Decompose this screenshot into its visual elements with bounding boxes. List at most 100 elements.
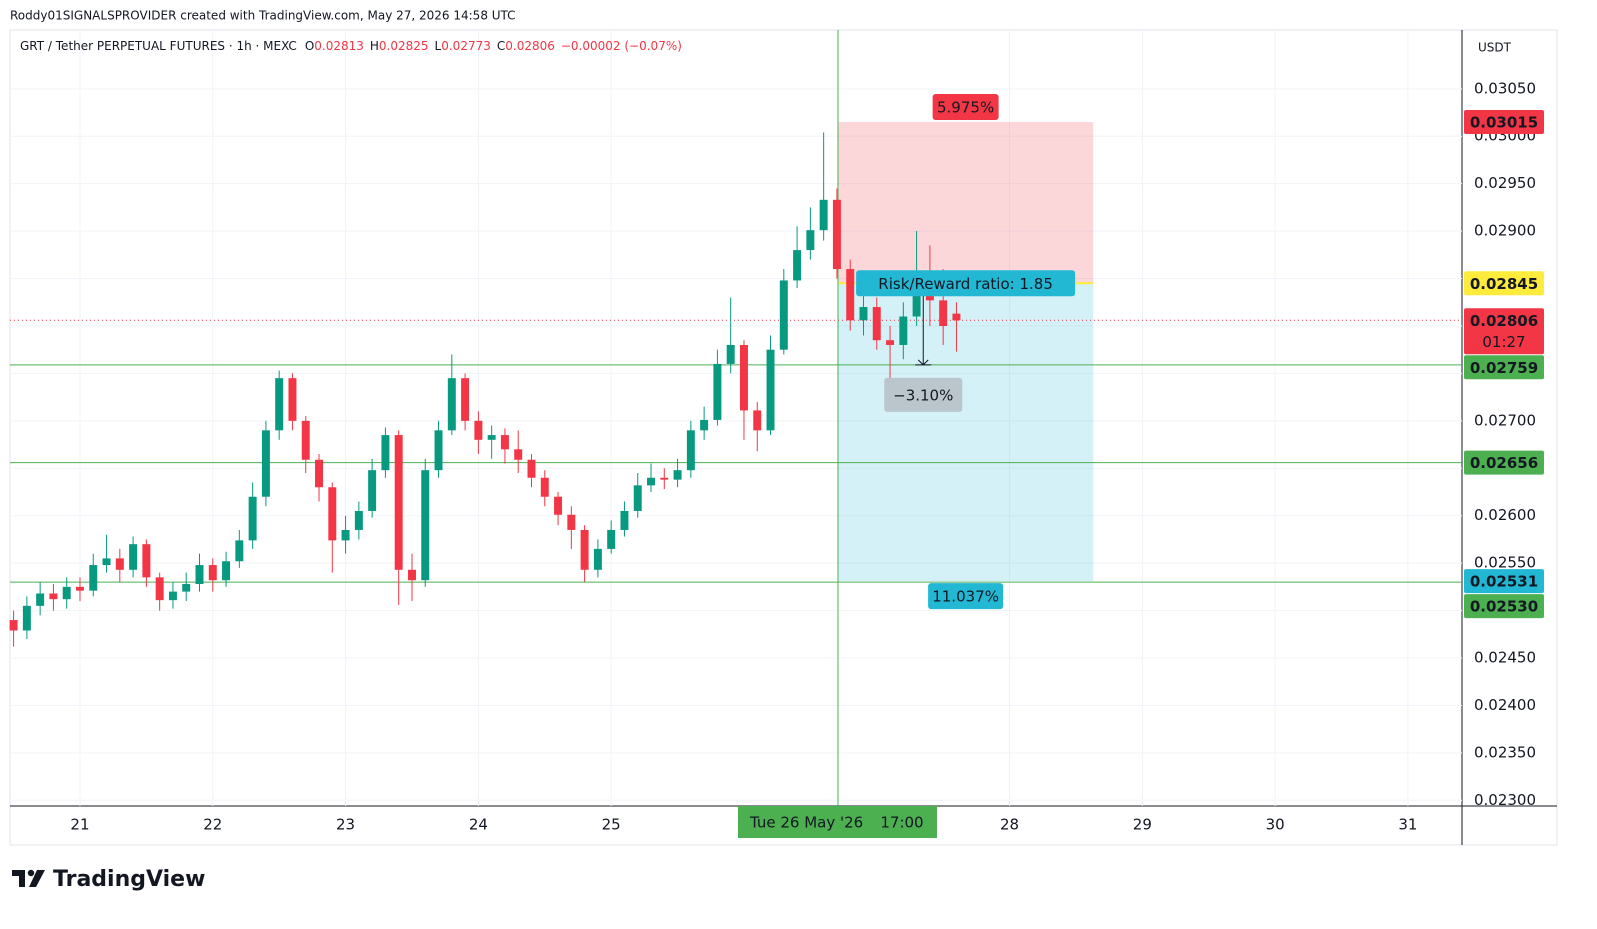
y-tick-label: 0.02950 bbox=[1474, 174, 1536, 192]
candle-body bbox=[886, 340, 895, 345]
price-badge-label: 0.02806 bbox=[1470, 312, 1538, 330]
candle-body bbox=[832, 199, 841, 270]
candle-body bbox=[301, 420, 310, 460]
legend-value: 0.02773 bbox=[441, 39, 491, 53]
candle-body bbox=[62, 586, 71, 600]
candle-body bbox=[288, 378, 297, 421]
candle-body bbox=[620, 510, 629, 530]
symbol: GRT / Tether PERPETUAL FUTURES · 1h · ME… bbox=[20, 39, 297, 53]
crosshair-label-bg bbox=[737, 806, 937, 838]
legend-value: 0.02825 bbox=[379, 39, 429, 53]
y-tick-label: 0.02700 bbox=[1474, 411, 1536, 429]
price-badge-label: 0.02656 bbox=[1470, 454, 1538, 472]
measure-label-bg bbox=[884, 377, 963, 412]
target-percent-bg bbox=[928, 583, 1004, 610]
candle-body bbox=[142, 544, 151, 578]
candle-body bbox=[474, 420, 483, 440]
candle-body bbox=[514, 449, 523, 460]
candle-body bbox=[315, 459, 324, 488]
candle-body bbox=[846, 269, 855, 321]
y-tick-label: 0.02900 bbox=[1474, 222, 1536, 240]
legend-key: L bbox=[435, 39, 442, 53]
price-badge bbox=[1464, 569, 1544, 594]
candle-body bbox=[660, 477, 669, 480]
legend-key: O bbox=[305, 39, 314, 53]
x-tick-label: 22 bbox=[203, 816, 222, 834]
crosshair-date: Tue 26 May '26 bbox=[749, 814, 863, 832]
candle-body bbox=[859, 307, 868, 321]
candle-body bbox=[593, 548, 602, 570]
candle-body bbox=[726, 344, 735, 364]
x-tick-label: 31 bbox=[1398, 816, 1417, 834]
measure-arrow bbox=[915, 359, 932, 366]
candle-body bbox=[76, 586, 84, 591]
x-tick-label: 23 bbox=[336, 816, 355, 834]
candle-body bbox=[235, 540, 244, 562]
candle-body bbox=[368, 470, 377, 511]
symbol-legend: GRT / Tether PERPETUAL FUTURES · 1h · ME… bbox=[20, 39, 682, 53]
price-badge-label: 0.02759 bbox=[1470, 359, 1538, 377]
attribution: Roddy01SIGNALSPROVIDER created with Trad… bbox=[10, 9, 516, 23]
price-badge bbox=[1464, 594, 1544, 619]
candle-body bbox=[500, 435, 509, 450]
y-tick-label: 0.02550 bbox=[1474, 554, 1536, 572]
candle-body bbox=[182, 584, 191, 592]
candle-body bbox=[421, 470, 430, 581]
price-badge-label: 0.03015 bbox=[1470, 114, 1538, 132]
x-tick-label: 24 bbox=[469, 816, 488, 834]
candle-body bbox=[328, 487, 337, 541]
candle-body bbox=[607, 529, 616, 549]
candle-body bbox=[208, 565, 217, 581]
risk-reward: Risk/Reward ratio: 1.85 bbox=[878, 275, 1053, 293]
x-tick-label: 25 bbox=[602, 816, 621, 834]
candle-body bbox=[261, 430, 270, 497]
price-badge-label: 0.02530 bbox=[1470, 598, 1538, 616]
price-badge-label: 0.02845 bbox=[1470, 275, 1538, 293]
candle-body bbox=[647, 477, 655, 486]
candle-body bbox=[700, 419, 709, 431]
overlay: 5.975% 11.037% −3.10% Risk/Reward ratio: 1.… bbox=[856, 94, 1076, 610]
candle-body bbox=[779, 280, 788, 350]
candle-body bbox=[9, 620, 18, 631]
target-percent: 11.037% bbox=[932, 588, 999, 606]
candle-body bbox=[168, 591, 177, 601]
candle-body bbox=[713, 363, 722, 420]
candle-body bbox=[447, 378, 456, 431]
legend-key: C bbox=[497, 39, 505, 53]
candle-body bbox=[567, 514, 576, 530]
stop-percent: 5.975% bbox=[937, 99, 994, 117]
x-tick-label: 30 bbox=[1266, 816, 1285, 834]
candle-body bbox=[806, 230, 815, 251]
legend-value: 0.02806 bbox=[505, 39, 555, 53]
x-tick-label: 29 bbox=[1133, 816, 1152, 834]
candle-body bbox=[341, 529, 350, 541]
candle-body bbox=[580, 529, 589, 570]
legend-key: H bbox=[370, 39, 379, 53]
y-tick-label: 0.02400 bbox=[1474, 696, 1536, 714]
currency: USDT bbox=[1478, 41, 1512, 55]
candle-body bbox=[22, 605, 31, 631]
x-tick-label: 21 bbox=[70, 816, 89, 834]
y-tick-label: 0.03050 bbox=[1474, 79, 1536, 97]
frame bbox=[9, 29, 1558, 846]
stop-percent-bg bbox=[932, 94, 999, 121]
y-tick-label: 0.02300 bbox=[1474, 791, 1536, 809]
price-badge bbox=[1464, 271, 1544, 296]
candle-body bbox=[222, 561, 231, 581]
candle-body bbox=[394, 435, 403, 570]
candle-body bbox=[102, 558, 111, 566]
brand-logo bbox=[12, 869, 45, 887]
candle-body bbox=[912, 288, 921, 317]
candle-body bbox=[753, 410, 762, 431]
candle-body bbox=[952, 313, 961, 321]
candle-body bbox=[487, 435, 496, 440]
measure-label: −3.10% bbox=[893, 386, 953, 404]
candle-body bbox=[275, 378, 284, 431]
candle-body bbox=[766, 349, 775, 431]
candle-body bbox=[461, 378, 470, 421]
candle-body bbox=[633, 485, 642, 511]
candle-body bbox=[686, 430, 695, 471]
y-tick-label: 0.02350 bbox=[1474, 743, 1536, 761]
risk-reward-bg bbox=[856, 270, 1076, 297]
